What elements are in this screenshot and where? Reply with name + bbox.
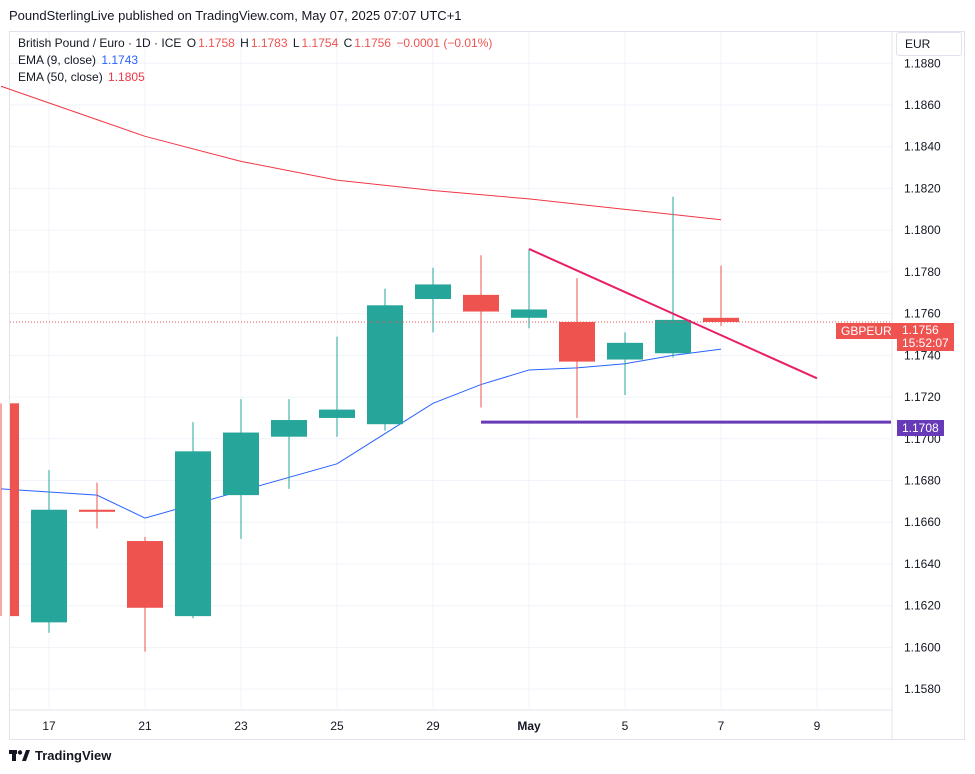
time-tick-label: 21 — [138, 719, 152, 733]
open-value: 1.1758 — [198, 36, 235, 50]
candle-body — [10, 403, 19, 617]
price-tick-label: 1.1620 — [904, 599, 941, 613]
change-value: −0.0001 (−0.01%) — [396, 36, 493, 50]
candle-down — [127, 536, 163, 652]
price-tick-label: 1.1820 — [904, 181, 941, 195]
time-tick-label: 7 — [718, 719, 725, 733]
ema50-line — [0, 85, 722, 221]
candles — [0, 196, 739, 652]
candle-down — [79, 482, 115, 529]
candle-body — [703, 317, 739, 322]
high-label: H — [240, 36, 249, 50]
high-value: 1.1783 — [250, 36, 288, 50]
ema9-label: EMA (9, close) — [18, 53, 97, 67]
candle-body — [607, 342, 643, 360]
ema50-layer — [0, 85, 722, 221]
ema9-value: 1.1743 — [101, 53, 139, 67]
time-tick-label: 5 — [622, 719, 629, 733]
symbol-title: British Pound / Euro · 1D · ICE — [18, 36, 182, 50]
ema9-legend[interactable]: EMA (9, close) 1.1743 — [18, 53, 140, 67]
trendline — [528, 248, 818, 380]
symbol-legend[interactable]: British Pound / Euro · 1D · ICE O 1.1758 … — [18, 36, 494, 50]
tradingview-logo-icon — [9, 749, 30, 761]
candle-body — [127, 541, 163, 608]
close-label: C — [343, 36, 353, 50]
candle-body — [559, 321, 595, 362]
candle-down — [559, 278, 595, 418]
price-tick-label: 1.1660 — [904, 515, 941, 529]
candle-body — [175, 451, 211, 617]
tradingview-logo[interactable]: TradingView — [9, 748, 111, 763]
low-label: L — [292, 36, 300, 50]
candle-body — [79, 509, 115, 512]
candle-down — [0, 403, 19, 617]
last-price-value: 1.1756 — [902, 323, 939, 337]
price-tick-label: 1.1800 — [904, 223, 941, 237]
candle-body — [463, 294, 499, 312]
candle-body — [367, 305, 403, 425]
price-tick-label: 1.1760 — [904, 307, 941, 321]
candle-up — [271, 399, 307, 489]
open-label: O — [186, 36, 197, 50]
time-tick-label: 23 — [234, 719, 248, 733]
time-axis[interactable]: 17 21 23 25 29 May 5 7 9 — [42, 719, 820, 733]
candle-up — [31, 470, 67, 633]
candle-up — [175, 422, 211, 619]
drawings[interactable] — [10, 248, 891, 424]
candle-up — [367, 288, 403, 431]
countdown-value: 15:52:07 — [902, 336, 949, 350]
candle-down — [463, 255, 499, 408]
candle-up — [511, 248, 547, 329]
candle-body — [31, 509, 67, 623]
candle-up — [415, 267, 451, 333]
close-value: 1.1756 — [354, 36, 391, 50]
time-tick-label: 17 — [42, 719, 56, 733]
time-tick-label: 9 — [814, 719, 821, 733]
candle-body — [223, 432, 259, 496]
candle-up — [319, 336, 355, 437]
candle-body — [319, 409, 355, 418]
candle-body — [511, 309, 547, 318]
tradingview-brand: TradingView — [35, 748, 112, 763]
price-tick-label: 1.1720 — [904, 390, 941, 404]
price-tick-label: 1.1880 — [904, 56, 941, 70]
price-tick-label: 1.1780 — [904, 265, 941, 279]
price-tick-label: 1.1600 — [904, 640, 941, 654]
chart-frame — [9, 31, 965, 740]
price-tick-label: 1.1680 — [904, 474, 941, 488]
candle-body — [271, 420, 307, 437]
ema50-legend[interactable]: EMA (50, close) 1.1805 — [18, 70, 147, 84]
price-tick-label: 1.1840 — [904, 140, 941, 154]
price-axis[interactable]: 1.1580 1.1600 1.1620 1.1640 1.1660 1.1680 1.17… — [904, 56, 941, 696]
time-tick-label: May — [517, 719, 541, 733]
price-tick-label: 1.1580 — [904, 682, 941, 696]
price-tick-label: 1.1860 — [904, 98, 941, 112]
candle-down — [703, 265, 739, 327]
candle-up — [223, 399, 259, 539]
low-value: 1.1754 — [301, 36, 339, 50]
ema9-layer — [0, 348, 722, 519]
candle-up — [607, 332, 643, 395]
publisher-header: PoundSterlingLive published on TradingVi… — [9, 8, 462, 23]
symbol-tag: GBPEUR — [836, 323, 897, 339]
currency-selector[interactable]: EUR — [896, 32, 962, 56]
time-tick-label: 25 — [330, 719, 344, 733]
price-tick-label: 1.1640 — [904, 557, 941, 571]
support-price-tag: 1.1708 — [897, 420, 944, 436]
ema50-label: EMA (50, close) — [18, 70, 103, 84]
candle-body — [415, 284, 451, 300]
ema50-value: 1.1805 — [108, 70, 145, 84]
time-tick-label: 29 — [426, 719, 440, 733]
candle-body — [655, 319, 691, 354]
price-tick-label: 1.1740 — [904, 348, 941, 362]
candle-up — [655, 196, 691, 358]
ema9-line — [0, 348, 722, 519]
last-price-tag: 1.1756 15:52:07 — [897, 323, 954, 351]
